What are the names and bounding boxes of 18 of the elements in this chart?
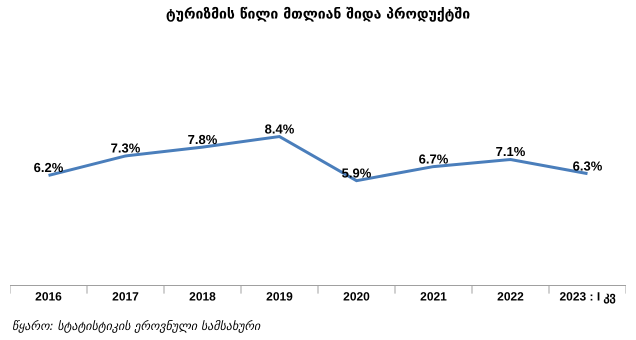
- x-tick-label: 2016: [35, 289, 62, 304]
- data-label: 8.4%: [264, 121, 295, 136]
- data-label: 7.3%: [110, 140, 141, 156]
- x-tick-label: 2022: [497, 289, 524, 304]
- data-label: 6.7%: [418, 151, 449, 166]
- x-tick-label: 2021: [420, 289, 448, 304]
- x-tick-label: 2020: [343, 289, 370, 304]
- x-tick-label: 2023 : I კვ: [559, 289, 616, 304]
- x-tick-label: 2019: [266, 289, 294, 304]
- data-label: 5.9%: [342, 165, 372, 180]
- data-label: 6.3%: [572, 158, 603, 174]
- x-tick-label: 2018: [189, 289, 216, 304]
- text: წყარო: სტატისტიკის ეროვნული სამსახური: [12, 319, 262, 333]
- data-label: 6.2%: [34, 160, 64, 176]
- x-tick-label: 2017: [112, 289, 140, 304]
- data-label: 7.8%: [188, 132, 218, 147]
- chart-title: ტურიზმის წილი მთლიან შიდა პროდუქტში: [166, 6, 470, 22]
- data-label: 7.1%: [496, 144, 526, 160]
